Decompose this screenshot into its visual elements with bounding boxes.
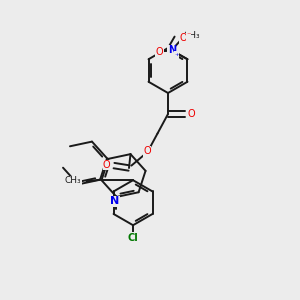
Text: O: O (103, 160, 111, 170)
Text: Cl: Cl (128, 233, 138, 243)
Text: O: O (179, 33, 187, 43)
Text: CH₃: CH₃ (183, 31, 200, 40)
Text: ⁺: ⁺ (174, 52, 178, 61)
Text: N: N (168, 45, 176, 55)
Text: O: O (155, 47, 163, 57)
Text: O: O (188, 109, 195, 119)
Text: CH₃: CH₃ (65, 176, 82, 185)
Text: ⁻: ⁻ (187, 30, 191, 39)
Text: N: N (110, 196, 120, 206)
Text: O: O (143, 146, 151, 157)
